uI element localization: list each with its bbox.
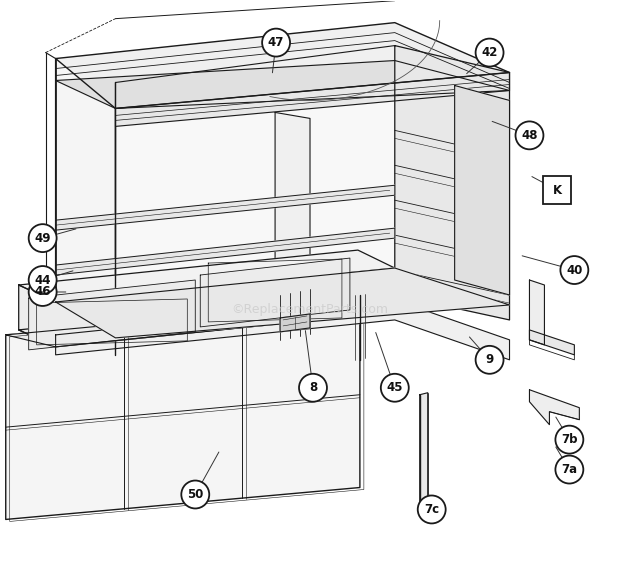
Circle shape <box>29 266 56 294</box>
Polygon shape <box>115 45 395 330</box>
Circle shape <box>299 374 327 402</box>
Text: 47: 47 <box>268 36 284 49</box>
Polygon shape <box>56 268 510 338</box>
Polygon shape <box>6 302 395 347</box>
Polygon shape <box>56 60 510 108</box>
Circle shape <box>418 495 446 523</box>
Text: 49: 49 <box>34 232 51 245</box>
Circle shape <box>181 480 209 509</box>
Polygon shape <box>454 86 510 295</box>
Text: ©ReplacementParts.com: ©ReplacementParts.com <box>231 304 389 316</box>
Text: 44: 44 <box>34 274 51 286</box>
Polygon shape <box>200 258 350 327</box>
Text: K: K <box>553 184 562 197</box>
Polygon shape <box>529 280 544 345</box>
Polygon shape <box>56 228 395 275</box>
Polygon shape <box>420 393 428 502</box>
Circle shape <box>381 374 409 402</box>
Polygon shape <box>56 185 395 230</box>
Polygon shape <box>280 314 310 332</box>
Circle shape <box>29 278 56 306</box>
Text: 45: 45 <box>386 381 403 394</box>
Circle shape <box>476 38 503 67</box>
FancyBboxPatch shape <box>544 176 572 204</box>
Polygon shape <box>56 22 510 108</box>
Circle shape <box>262 29 290 57</box>
Text: 7b: 7b <box>561 433 578 446</box>
Polygon shape <box>115 72 510 126</box>
Text: 40: 40 <box>566 263 583 277</box>
Text: 7a: 7a <box>561 463 577 476</box>
Polygon shape <box>19 285 56 347</box>
Circle shape <box>560 256 588 284</box>
Circle shape <box>476 346 503 374</box>
Text: 42: 42 <box>481 46 498 59</box>
Circle shape <box>29 224 56 252</box>
Text: 8: 8 <box>309 381 317 394</box>
Polygon shape <box>19 250 395 302</box>
Circle shape <box>556 456 583 483</box>
Text: 7c: 7c <box>424 503 439 516</box>
Polygon shape <box>529 390 579 425</box>
Polygon shape <box>275 113 310 325</box>
Polygon shape <box>19 295 395 347</box>
Polygon shape <box>56 59 115 360</box>
Text: 50: 50 <box>187 488 203 501</box>
Polygon shape <box>395 45 510 320</box>
Polygon shape <box>529 330 574 355</box>
Polygon shape <box>29 280 195 350</box>
Text: 9: 9 <box>485 354 494 366</box>
Polygon shape <box>6 302 360 519</box>
Text: 48: 48 <box>521 129 538 142</box>
Circle shape <box>515 122 544 149</box>
Polygon shape <box>56 300 510 360</box>
Circle shape <box>556 426 583 453</box>
Text: 46: 46 <box>34 285 51 298</box>
